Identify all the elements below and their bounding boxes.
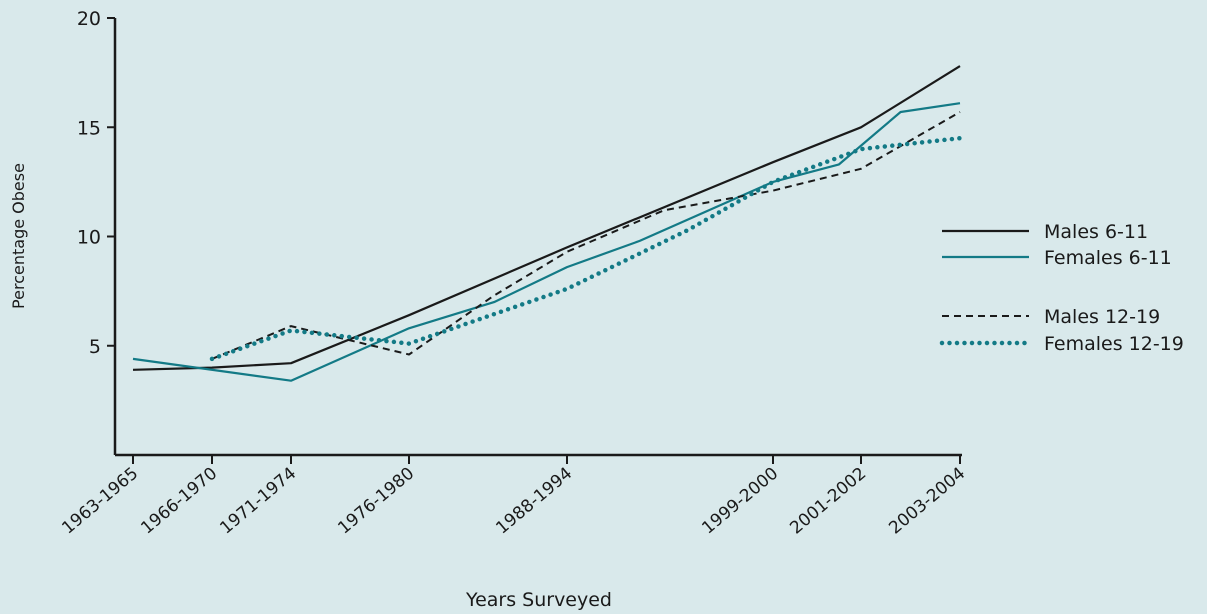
series-line-females-6-11 xyxy=(132,102,961,382)
x-tick-label: 1999-2000 xyxy=(698,464,782,539)
y-axis-title: Percentage Obese xyxy=(9,163,28,309)
series-line-males-6-11 xyxy=(132,65,961,371)
legend: Males 6-11 Females 6-11 Males 12-19 Females… xyxy=(939,221,1184,355)
legend-label-males-12-19: Males 12-19 xyxy=(1044,306,1160,328)
legend-label-males-6-11: Males 6-11 xyxy=(1044,221,1148,243)
x-tick-label: 1966-1970 xyxy=(137,464,221,539)
y-ticks: 5 10 15 20 xyxy=(77,8,115,358)
series-lines xyxy=(132,65,963,382)
series-line-females-12-19 xyxy=(209,135,963,362)
x-tick-label: 1976-1980 xyxy=(334,464,418,539)
x-tick-label: 2001-2002 xyxy=(786,464,870,539)
y-tick-label: 20 xyxy=(77,8,101,30)
y-tick-label: 15 xyxy=(77,117,101,139)
x-tick-label: 1963-1965 xyxy=(58,464,142,539)
y-tick-label: 10 xyxy=(77,227,101,249)
y-tick-label: 5 xyxy=(89,336,101,358)
legend-label-females-6-11: Females 6-11 xyxy=(1044,247,1172,269)
legend-label-females-12-19: Females 12-19 xyxy=(1044,333,1184,355)
series-line-males-12-19 xyxy=(211,111,961,360)
x-tick-label: 1988-1994 xyxy=(492,464,576,539)
x-tick-label: 1971-1974 xyxy=(216,464,300,539)
x-axis-title: Years Surveyed xyxy=(465,589,612,611)
x-tick-label: 2003-2004 xyxy=(885,464,969,539)
